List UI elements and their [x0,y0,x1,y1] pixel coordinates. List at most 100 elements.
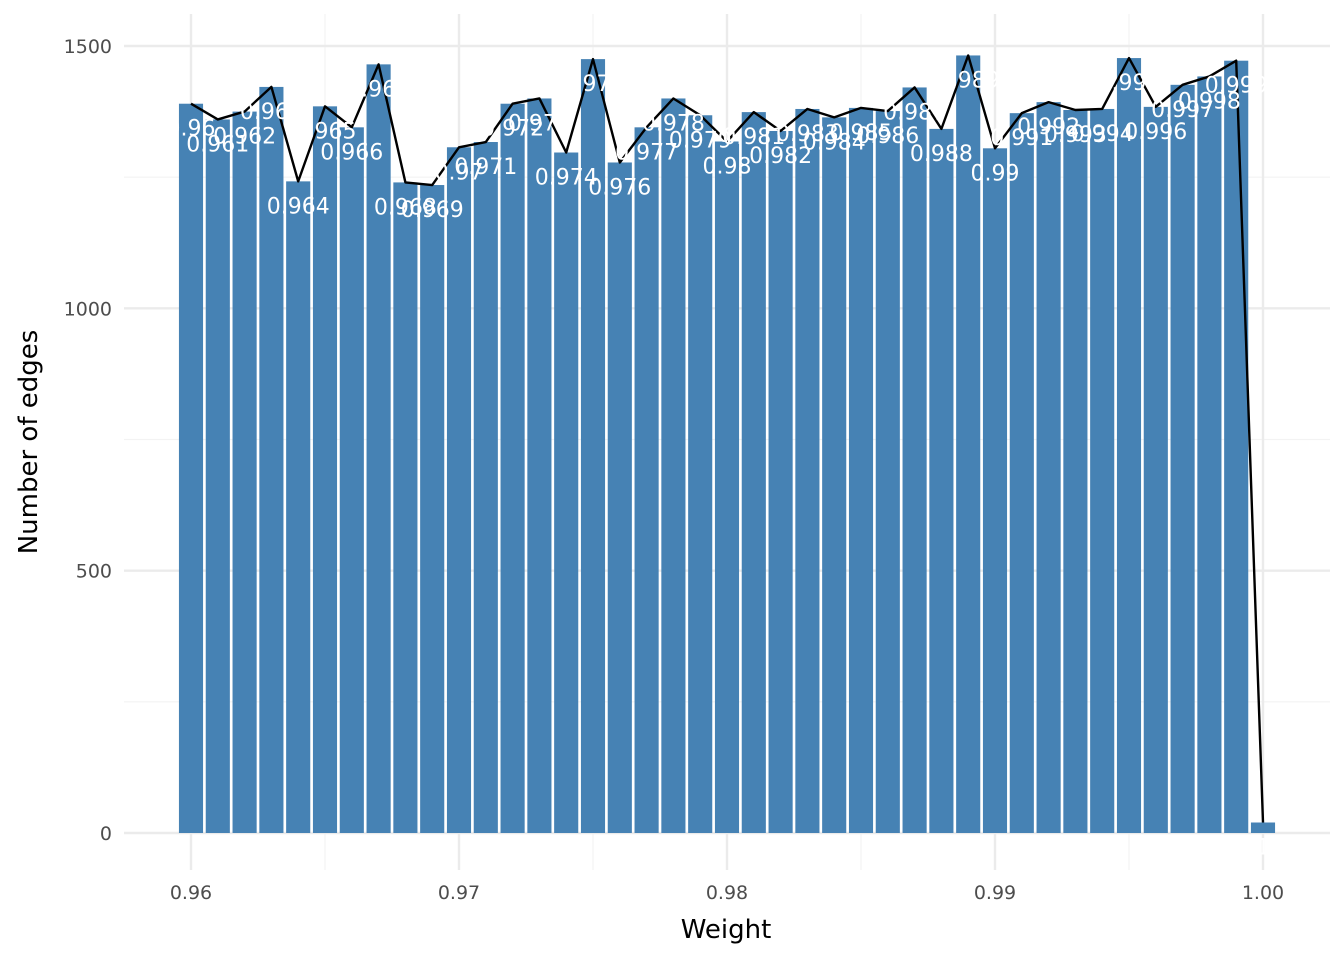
bar [259,86,284,833]
bar [1250,822,1276,833]
bar-label: 0.992 [1017,115,1080,140]
bar-label: 0.986 [856,124,919,149]
bar-label: 0.982 [749,144,812,169]
bar [795,108,820,833]
bar-label: 0.979 [669,128,732,153]
bar-label: 0.975 [562,72,625,97]
bar [634,127,659,833]
bar-label: 0.988 [910,142,973,167]
y-tick-label: 0 [100,823,112,845]
y-tick-label: 500 [76,561,112,583]
bar [1143,106,1168,834]
bar-label: 0.991 [990,126,1053,151]
bar-label: 0.978 [642,111,705,136]
bar-label: 0.99 [971,161,1020,186]
bar-label: 0.996 [1124,120,1187,145]
bar-label: 0.963 [240,100,303,125]
y-axis-title: Number of edges [14,330,44,555]
bar [232,111,257,834]
x-tick-label: 0.99 [974,882,1016,904]
bar [446,147,472,833]
bar [580,59,606,834]
bar [1170,84,1195,834]
bar-label: 0.976 [588,175,651,200]
bar-label: 0.971 [454,155,517,180]
bar [420,185,445,833]
bar [1224,60,1249,833]
bar [607,162,632,833]
bar-label: 0.974 [535,166,598,191]
bar-label: 0.96 [167,117,216,142]
bar [848,107,874,834]
bar-label: 0.981 [722,125,785,150]
bar [875,111,900,834]
bar [1063,110,1088,833]
bar-label: 0.989 [937,68,1000,93]
bar-label: 0.999 [1205,74,1268,99]
bar [286,181,311,833]
bar-label: 0.993 [1044,123,1107,148]
bar-label: 0.997 [1151,98,1214,123]
frequency-line [190,54,1265,823]
bar-label: 0.972 [481,117,544,142]
bar-label: 0.98 [703,154,752,179]
bar-label: 0.968 [374,195,437,220]
bar [1036,102,1061,833]
bar [1090,108,1115,833]
bar [1197,76,1222,833]
bar-label: 0.994 [1071,122,1134,147]
bar [393,182,418,833]
bar [312,106,338,833]
y-axis-ticks: 0 500 1000 1500 [64,36,112,845]
bar-label: 0.973 [508,111,571,136]
bar [822,117,847,833]
bar [956,55,981,834]
bar [688,115,713,834]
bar [366,64,391,833]
bar-label: 0.965 [294,119,357,144]
bar [982,148,1008,833]
bar-label: 1 [1256,836,1270,861]
bar-label: 0.985 [830,121,893,146]
bar-label: 0.984 [803,130,866,155]
bars [178,55,1276,834]
bar-label: 0.987 [883,100,946,125]
bar [554,152,579,834]
bar [500,103,525,834]
bar-label: 0.998 [1178,89,1241,114]
bar-label: 0.966 [320,140,383,165]
bar [205,119,230,834]
x-axis-ticks: 0.96 0.97 0.98 0.99 1.00 [170,882,1284,904]
bar [714,141,740,834]
bar [339,127,364,833]
bar [768,130,793,834]
bar [902,87,927,833]
bar [1116,58,1142,834]
bar-label: 0.961 [186,132,249,157]
bar-label: 0.964 [267,194,330,219]
bar [527,98,552,833]
bar [741,112,766,833]
x-axis-title: Weight [681,915,772,945]
bar [661,98,686,833]
bar-label: 0.983 [776,122,839,147]
bar-label: 0.969 [401,198,464,223]
x-tick-label: 0.97 [438,882,480,904]
bar-label: 0.967 [347,77,410,102]
y-tick-label: 1000 [64,298,112,320]
bar [178,103,204,834]
frequency-line-path [190,54,1265,823]
x-tick-label: 0.96 [170,882,212,904]
y-tick-label: 1500 [64,36,112,58]
bar-label: 0.97 [435,160,484,185]
bar [473,142,498,833]
bar [1009,113,1034,833]
bar-label: 0.962 [213,125,276,150]
bar-label: 0.995 [1098,71,1161,96]
x-tick-label: 0.98 [706,882,748,904]
bar [929,128,954,833]
x-tick-label: 1.00 [1242,882,1284,904]
bar-label: 0.977 [615,140,678,165]
